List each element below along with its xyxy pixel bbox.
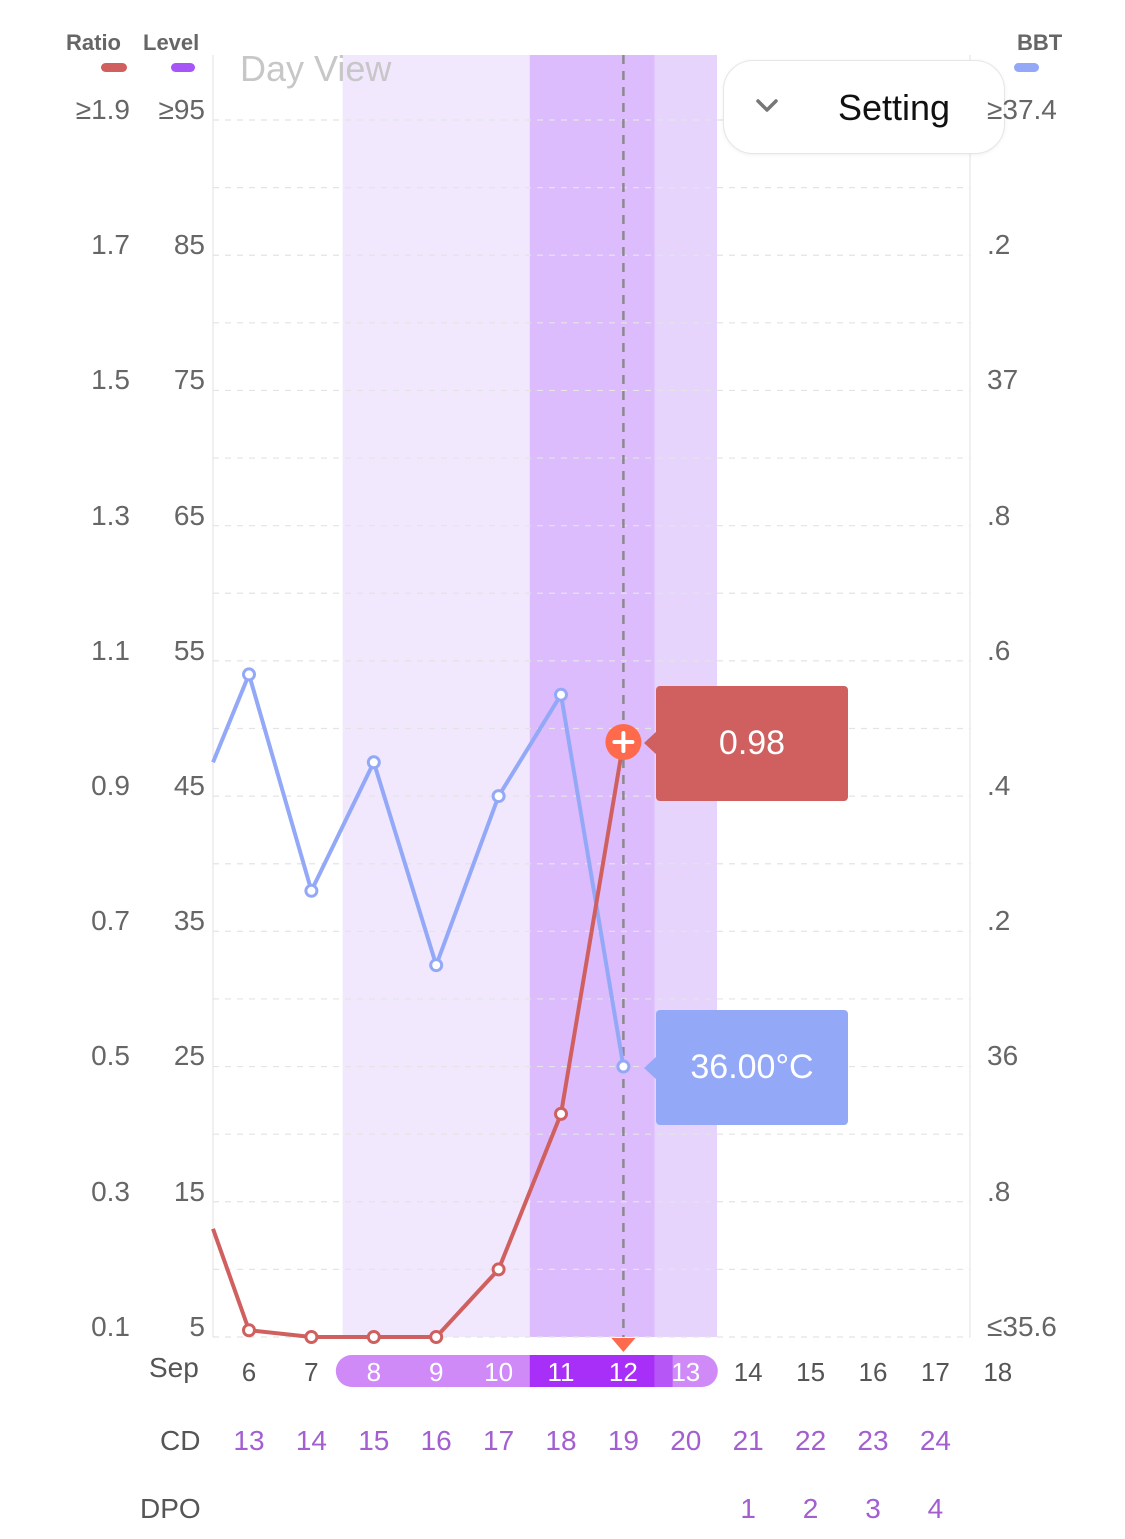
cd-label: CD (160, 1425, 201, 1456)
cd-value: 21 (732, 1425, 764, 1456)
legend-ratio-swatch (101, 63, 127, 72)
level-tick-label: 65 (173, 499, 205, 531)
ratio-tick-label: 1.3 (91, 499, 130, 531)
bbt-line (211, 672, 626, 1067)
ratio-tick-label: 1.1 (91, 634, 130, 666)
level-tick-label: 75 (173, 364, 205, 396)
bbt-tick-label: ≤35.6 (987, 1310, 1057, 1342)
bbt-tick-label: .4 (987, 770, 1011, 801)
cd-value: 16 (420, 1425, 452, 1456)
level-tick-label: 45 (173, 770, 205, 801)
ratio-tooltip-pointer (644, 731, 657, 755)
bbt-point (304, 883, 319, 898)
legend-level-label: Level (143, 30, 200, 55)
date-label[interactable]: 10 (484, 1357, 514, 1387)
cd-value: 23 (857, 1425, 889, 1456)
date-label[interactable]: 18 (983, 1357, 1013, 1387)
cd-value: 19 (607, 1425, 639, 1456)
level-tick-label: ≥95 (158, 94, 205, 125)
bbt-point (554, 687, 568, 702)
bbt-tick-label: .6 (987, 634, 1011, 666)
ratio-line (211, 741, 626, 1339)
bbt-tick-label: .2 (987, 905, 1011, 937)
ratio-tick-label: 0.7 (91, 905, 130, 937)
bbt-point (429, 958, 444, 973)
chevron-down-icon (756, 99, 778, 112)
dpo-label: DPO (140, 1493, 201, 1524)
date-label[interactable]: 11 (547, 1357, 575, 1387)
ratio-tick-label: 0.5 (91, 1040, 130, 1072)
level-tick-label: 55 (173, 634, 205, 666)
ratio-point (554, 1106, 568, 1121)
cd-value: 22 (795, 1425, 827, 1456)
ratio-tick-label: 1.7 (91, 229, 130, 261)
bbt-point (616, 1059, 631, 1074)
bbt-tick-label: .8 (987, 1175, 1011, 1207)
day-view-label: Day View (240, 48, 392, 89)
bbt-tick-label: ≥37.4 (987, 94, 1057, 125)
ratio-point (242, 1323, 256, 1338)
bbt-point (242, 667, 256, 682)
bbt-tick-label: .8 (987, 499, 1011, 531)
level-tick-label: 5 (189, 1310, 205, 1342)
bbt-point (366, 755, 381, 770)
ratio-tick-label: 1.5 (91, 364, 130, 396)
bbt-tooltip-pointer (644, 1056, 657, 1080)
setting-button[interactable]: Setting (723, 60, 1005, 154)
peak-band (529, 55, 655, 1337)
pill-joint (654, 1355, 673, 1387)
cd-value: 24 (919, 1425, 951, 1456)
level-tick-label: 85 (173, 229, 205, 261)
legend-ratio-label: Ratio (66, 30, 121, 55)
date-label[interactable]: 12 (608, 1357, 638, 1387)
legend-bbt-label: BBT (1017, 30, 1063, 55)
cd-value: 17 (483, 1425, 515, 1456)
bbt-tooltip: 36.00°C (656, 1010, 848, 1125)
plus-icon (612, 731, 635, 754)
date-label[interactable]: 9 (428, 1357, 444, 1387)
cd-value: 13 (233, 1425, 265, 1456)
level-tick-label: 25 (173, 1040, 205, 1072)
peak-date-pill (529, 1355, 655, 1387)
date-label[interactable]: 14 (733, 1357, 763, 1387)
date-label[interactable]: 16 (858, 1357, 888, 1387)
ratio-tick-label: ≥1.9 (75, 94, 130, 125)
bbt-point (491, 789, 506, 804)
bbt-tick-label: .2 (987, 229, 1011, 261)
ratio-tooltip: 0.98 (656, 686, 848, 801)
legend-level-swatch (171, 63, 195, 72)
dpo-value: 2 (802, 1493, 819, 1524)
cd-value: 20 (670, 1425, 702, 1456)
cd-value: 15 (358, 1425, 390, 1456)
setting-label: Setting (838, 87, 951, 128)
dpo-value: 1 (740, 1493, 756, 1524)
date-label[interactable]: 8 (366, 1357, 382, 1387)
ratio-point (304, 1330, 319, 1344)
ratio-tick-label: 0.9 (91, 770, 130, 801)
cd-value: 18 (545, 1425, 577, 1456)
date-label[interactable]: 6 (241, 1357, 257, 1387)
bbt-tick-label: 37 (987, 364, 1019, 396)
legend-bbt-swatch (1014, 63, 1039, 72)
date-label[interactable]: 17 (920, 1357, 950, 1387)
cd-value: 14 (295, 1425, 327, 1456)
ratio-tick-label: 0.3 (91, 1175, 130, 1207)
ratio-tick-label: 0.1 (91, 1310, 130, 1342)
dpo-value: 3 (865, 1493, 881, 1524)
month-label: Sep (149, 1352, 199, 1383)
dpo-value: 4 (927, 1493, 944, 1524)
date-label[interactable]: 7 (304, 1357, 319, 1387)
ratio-point (366, 1330, 381, 1344)
date-label[interactable]: 15 (796, 1357, 826, 1387)
level-tick-label: 15 (173, 1175, 205, 1207)
ratio-point (491, 1262, 506, 1277)
date-label[interactable]: 13 (671, 1357, 701, 1387)
today-marker-icon (611, 1338, 636, 1352)
bbt-tick-label: 36 (987, 1040, 1019, 1072)
level-tick-label: 35 (173, 905, 205, 937)
ratio-point (429, 1330, 444, 1344)
